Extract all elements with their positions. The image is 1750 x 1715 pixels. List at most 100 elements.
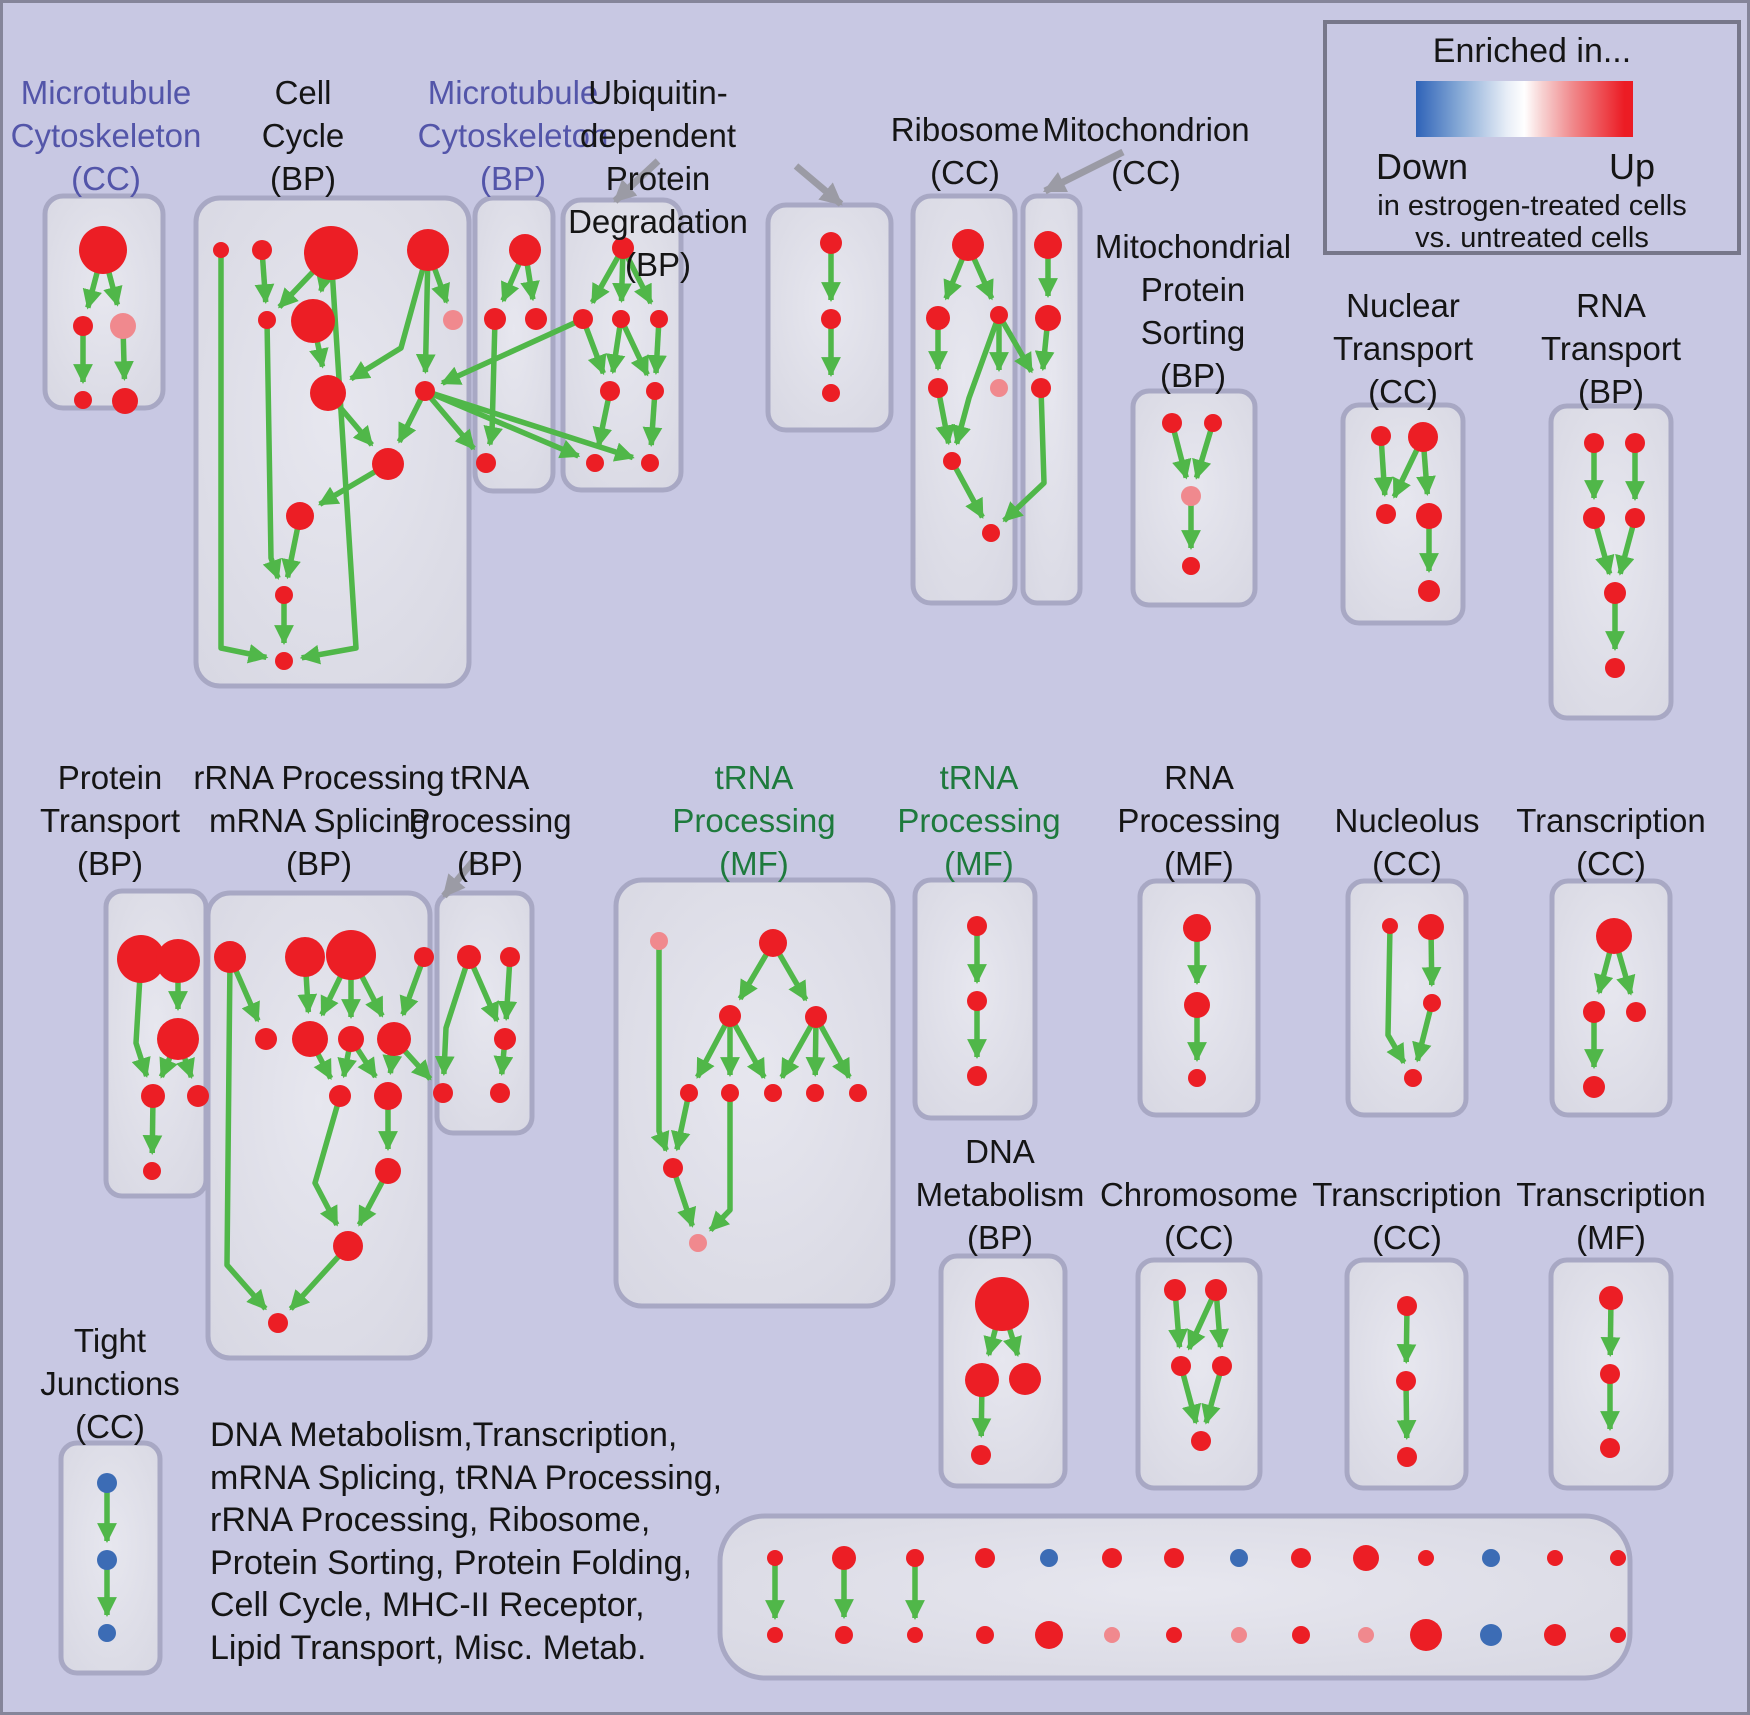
node-w3 bbox=[1600, 1438, 1620, 1458]
group-label-mt-bp: Microtubule Cytoskeleton (BP) bbox=[417, 74, 609, 197]
edge-f2-f3 bbox=[1396, 1388, 1417, 1440]
node-e1 bbox=[1164, 1279, 1186, 1301]
node-x5 bbox=[490, 1083, 510, 1103]
edge-g5-g10 bbox=[670, 1099, 691, 1152]
edge-c5-c12 bbox=[262, 326, 282, 580]
node-c5 bbox=[258, 311, 276, 329]
node-e5 bbox=[1191, 1431, 1211, 1451]
node-c9 bbox=[415, 381, 435, 401]
edge-q3-q8 bbox=[359, 974, 385, 1018]
edge-q9-q12 bbox=[312, 1103, 341, 1227]
group-label-transcription-cc-2: Transcription (CC) bbox=[1516, 802, 1706, 882]
edge-f1-f2 bbox=[1396, 1313, 1417, 1364]
node-bt14 bbox=[1610, 1550, 1626, 1566]
edge-p4-p6 bbox=[142, 1105, 163, 1155]
node-g1 bbox=[650, 932, 668, 950]
node-q11 bbox=[375, 1158, 401, 1184]
group-label-cell-cycle: Cell Cycle (BP) bbox=[261, 74, 345, 197]
node-bt5 bbox=[1040, 1549, 1058, 1567]
edge-r1-r2 bbox=[943, 256, 966, 301]
node-j2 bbox=[1418, 914, 1444, 940]
node-k3 bbox=[1626, 1002, 1646, 1022]
node-n4 bbox=[1416, 503, 1442, 529]
node-g5 bbox=[680, 1084, 698, 1102]
node-j1 bbox=[1382, 918, 1398, 934]
node-s3 bbox=[1181, 486, 1201, 506]
node-p3 bbox=[157, 1018, 199, 1060]
node-m4 bbox=[476, 453, 496, 473]
node-bb6 bbox=[1104, 1627, 1120, 1643]
node-f3 bbox=[1397, 1447, 1417, 1467]
node-h2 bbox=[967, 991, 987, 1011]
edge-c9-c10 bbox=[396, 396, 424, 444]
node-c11 bbox=[286, 502, 314, 530]
edge-j2-j3 bbox=[1421, 937, 1442, 987]
node-g3 bbox=[719, 1005, 741, 1027]
edge-x4-x5 bbox=[493, 1047, 514, 1077]
group-label-rna-transport: RNA Transport (BP) bbox=[1541, 287, 1681, 410]
node-x3 bbox=[500, 947, 520, 967]
edge-d1-d2 bbox=[983, 1327, 1003, 1357]
node-bb14 bbox=[1610, 1627, 1626, 1643]
node-r4 bbox=[928, 378, 948, 398]
node-p2 bbox=[156, 939, 200, 983]
node-c1 bbox=[213, 242, 229, 258]
node-c4 bbox=[407, 229, 449, 271]
node-t4 bbox=[1625, 508, 1645, 528]
node-a4 bbox=[74, 391, 92, 409]
node-i2 bbox=[1184, 992, 1210, 1018]
node-p6 bbox=[143, 1162, 161, 1180]
node-q7 bbox=[338, 1026, 364, 1052]
node-t5 bbox=[1604, 582, 1626, 604]
group-box-chromosome bbox=[1135, 1257, 1263, 1491]
node-d4 bbox=[971, 1445, 991, 1465]
node-x4 bbox=[494, 1028, 516, 1050]
edge-c6-c8 bbox=[309, 340, 329, 369]
node-i1 bbox=[1183, 914, 1211, 942]
node-x1 bbox=[433, 1083, 453, 1103]
edge-u2-c9 bbox=[440, 319, 577, 386]
node-bt9 bbox=[1291, 1548, 1311, 1568]
node-bb7 bbox=[1166, 1627, 1182, 1643]
edge-q4-q8 bbox=[399, 963, 424, 1017]
node-d3 bbox=[1009, 1363, 1041, 1395]
edge-c2-c5 bbox=[254, 257, 275, 305]
legend-box: Enriched in... Down Up in estrogen-treat… bbox=[1323, 20, 1741, 255]
node-q2 bbox=[285, 937, 325, 977]
node-n3 bbox=[1376, 504, 1396, 524]
edge-u1-u2 bbox=[589, 254, 621, 305]
node-bt12 bbox=[1482, 1549, 1500, 1567]
edge-c4-c8 bbox=[349, 267, 426, 382]
group-label-rna-processing-mf: RNA Processing (MF) bbox=[1117, 759, 1281, 882]
node-v2 bbox=[821, 309, 841, 329]
edge-g4-g8 bbox=[805, 1025, 826, 1077]
edge-e3-e5 bbox=[1180, 1373, 1202, 1425]
edge-u2-u5 bbox=[583, 325, 607, 376]
edge-m1-m2 bbox=[500, 261, 522, 303]
edge-q12-q13 bbox=[288, 1253, 342, 1311]
edge-a1-a2 bbox=[82, 270, 102, 310]
node-q6 bbox=[292, 1021, 328, 1057]
edge-g6-g11 bbox=[708, 1100, 733, 1232]
edge-mt2-mt3 bbox=[1034, 328, 1055, 372]
edge-c3-c5 bbox=[277, 269, 316, 309]
node-u3 bbox=[612, 310, 630, 328]
node-d2 bbox=[965, 1363, 999, 1397]
group-box-nuclear-transport bbox=[1340, 402, 1466, 626]
label-pointer-arrow-3 bbox=[1042, 148, 1125, 195]
edge-q1-q13 bbox=[224, 970, 268, 1311]
node-e3 bbox=[1171, 1356, 1191, 1376]
node-g8 bbox=[806, 1084, 824, 1102]
label-pointer-arrow-4 bbox=[441, 856, 478, 899]
group-box-transcription-cc-2 bbox=[1549, 878, 1673, 1118]
edge-d2-d4 bbox=[971, 1394, 992, 1438]
group-box-nucleolus bbox=[1345, 878, 1469, 1118]
edge-w1-w2 bbox=[1600, 1307, 1621, 1357]
legend-title: Enriched in... bbox=[1432, 32, 1632, 70]
node-bb4 bbox=[976, 1626, 994, 1644]
node-g10 bbox=[663, 1158, 683, 1178]
node-u2 bbox=[573, 309, 593, 329]
group-label-trna-processing-bp: tRNA Processing (BP) bbox=[408, 759, 572, 882]
node-q5 bbox=[255, 1028, 277, 1050]
node-t3 bbox=[1583, 507, 1605, 529]
